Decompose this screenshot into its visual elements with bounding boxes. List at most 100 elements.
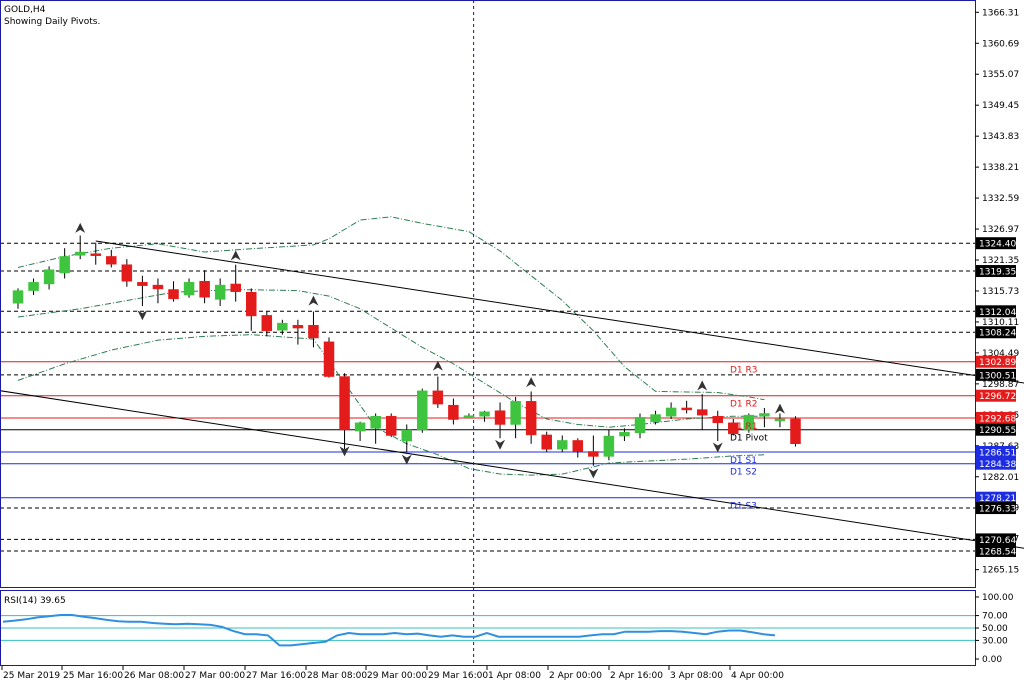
- price-tick-label: 1310.11: [982, 318, 1019, 328]
- candle: [261, 311, 273, 337]
- candle-body: [43, 269, 55, 285]
- price-tick-label: 1326.97: [982, 225, 1019, 235]
- candle: [634, 413, 646, 439]
- rsi-panel: RSI(14) 39.65: [0, 596, 975, 647]
- fractal-arrow-up: [697, 380, 708, 391]
- candle: [168, 281, 179, 302]
- price-tag-text: 1308.24: [979, 329, 1016, 339]
- candle: [448, 398, 459, 425]
- fractal-arrow-down: [401, 454, 412, 465]
- price-tag-text: 1284.38: [979, 460, 1016, 470]
- price-tag-box: [976, 445, 1016, 458]
- time-tick-label: 2 Apr 00:00: [549, 671, 602, 681]
- price-tick-label: 1282.01: [982, 473, 1019, 483]
- candle: [463, 413, 475, 418]
- price-tag-box: [976, 389, 1016, 402]
- candle-body: [292, 325, 304, 329]
- fractal-arrows: [75, 222, 785, 479]
- candle-body: [463, 415, 475, 418]
- price-tick-label: 1355.07: [982, 70, 1019, 80]
- price-tick-label: 1343.83: [982, 132, 1019, 142]
- price-tick-label: 1321.35: [982, 256, 1019, 266]
- candle-body: [152, 284, 164, 290]
- time-tick-label: 27 Mar 16:00: [246, 671, 306, 681]
- trend-lines[interactable]: [0, 240, 1024, 556]
- candle-body: [588, 451, 599, 457]
- candle-body: [308, 325, 319, 339]
- candle-body: [12, 290, 24, 304]
- candle-body: [696, 409, 708, 416]
- pivot-levels: [0, 242, 975, 552]
- candle: [12, 288, 24, 309]
- candle: [479, 410, 490, 422]
- pivot-label: D1 Pivot: [730, 434, 768, 444]
- candle: [246, 288, 257, 331]
- chart-subtitle: Showing Daily Pivots.: [4, 17, 100, 27]
- candle-body: [541, 434, 552, 450]
- fractal-arrow-up: [432, 360, 443, 371]
- time-tick-label: 27 Mar 00:00: [185, 671, 245, 681]
- candle-body: [59, 256, 70, 274]
- price-tag-box: [976, 355, 1016, 368]
- candle-body: [323, 341, 335, 377]
- candle: [90, 242, 101, 265]
- candle: [308, 311, 319, 348]
- fractal-arrow-up: [308, 295, 319, 306]
- candle-body: [121, 264, 133, 282]
- price-tag-text: 1290.55: [979, 426, 1016, 436]
- pivot-label: D1 R3: [730, 366, 758, 376]
- candle: [572, 438, 584, 458]
- time-tick-label: 1 Apr 08:00: [488, 671, 541, 681]
- candle-body: [728, 422, 739, 435]
- candle: [759, 407, 770, 428]
- band-upper-line: [17, 216, 765, 401]
- time-tick-label: 3 Apr 08:00: [670, 671, 723, 681]
- chart-symbol-title: GOLD,H4: [4, 5, 46, 15]
- price-tag-box: [976, 237, 1016, 250]
- time-tick-label: 2 Apr 16:00: [610, 671, 663, 681]
- candle: [370, 413, 381, 444]
- price-tag-text: 1296.72: [979, 392, 1016, 402]
- fractal-arrow-down: [339, 446, 350, 457]
- candle-body: [712, 415, 723, 424]
- candle-body: [401, 429, 412, 442]
- price-tag-text: 1312.04: [979, 308, 1016, 318]
- candle: [588, 435, 599, 466]
- time-tick-label: 26 Mar 08:00: [124, 671, 184, 681]
- price-tag-box: [976, 368, 1016, 381]
- price-tag-text: 1270.64: [979, 536, 1016, 546]
- price-tick-label: 1304.49: [982, 349, 1019, 359]
- candle: [121, 259, 133, 287]
- main-plot-frame: [0, 0, 976, 588]
- trend-line[interactable]: [0, 381, 1024, 556]
- candle-body: [743, 414, 755, 431]
- trend-line[interactable]: [95, 240, 1024, 391]
- candle-body: [261, 315, 273, 332]
- time-tick-label: 25 Mar 16:00: [63, 671, 123, 681]
- time-axis[interactable]: 25 Mar 2019 25 Mar 16:00 26 Mar 08:00 27 Ma…: [1, 666, 784, 681]
- pivot-label: D1 R2: [730, 400, 758, 410]
- candle: [603, 429, 615, 461]
- candle: [59, 248, 70, 279]
- candle-body: [199, 280, 210, 298]
- rsi-tick-label: 100.00: [982, 593, 1014, 603]
- candle-body: [681, 407, 692, 411]
- price-tag-box: [976, 326, 1016, 339]
- fractal-arrow-down: [712, 442, 723, 453]
- price-tag-box: [976, 305, 1016, 318]
- time-tick-label: 25 Mar 2019: [3, 671, 60, 681]
- price-tag-text: 1286.51: [979, 448, 1016, 458]
- pivot-label: D1 S1: [730, 456, 757, 466]
- candle: [199, 270, 210, 304]
- rsi-tick-label: 30.00: [982, 636, 1008, 646]
- price-tag-box: [976, 423, 1016, 436]
- time-tick-label: 29 Mar 16:00: [428, 671, 488, 681]
- candle: [681, 400, 692, 414]
- candle-body: [572, 440, 584, 452]
- candle: [339, 373, 350, 450]
- candle: [728, 418, 739, 436]
- candle-body: [479, 411, 490, 417]
